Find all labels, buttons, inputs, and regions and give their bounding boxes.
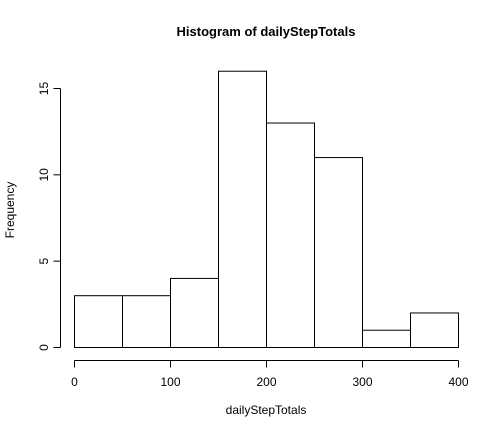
x-tick-label: 100 bbox=[160, 375, 180, 389]
histogram-bar bbox=[410, 312, 459, 349]
histogram-bar bbox=[362, 329, 411, 349]
x-tick-label: 400 bbox=[448, 375, 468, 389]
histogram-bar bbox=[122, 295, 171, 349]
x-tick-label: 200 bbox=[256, 375, 276, 389]
y-tick-label: 15 bbox=[37, 82, 51, 96]
chart-title: Histogram of dailyStepTotals bbox=[177, 24, 356, 39]
x-axis: 0 100 200 300 400 bbox=[71, 360, 469, 389]
histogram-bar bbox=[314, 157, 363, 348]
y-tick-label: 5 bbox=[37, 258, 51, 265]
x-axis-label: dailyStepTotals bbox=[226, 403, 307, 417]
histogram-bar bbox=[74, 295, 123, 349]
bars-group bbox=[74, 70, 459, 349]
x-tick-label: 300 bbox=[352, 375, 372, 389]
y-tick-label: 10 bbox=[37, 168, 51, 182]
histogram-bar bbox=[266, 122, 315, 348]
y-axis-label: Frequency bbox=[3, 182, 17, 239]
y-tick-label: 0 bbox=[37, 344, 51, 351]
histogram-bar bbox=[218, 70, 267, 348]
y-axis: 0 5 10 15 bbox=[37, 82, 61, 351]
histogram-bar bbox=[170, 277, 219, 348]
x-tick-label: 0 bbox=[71, 375, 78, 389]
